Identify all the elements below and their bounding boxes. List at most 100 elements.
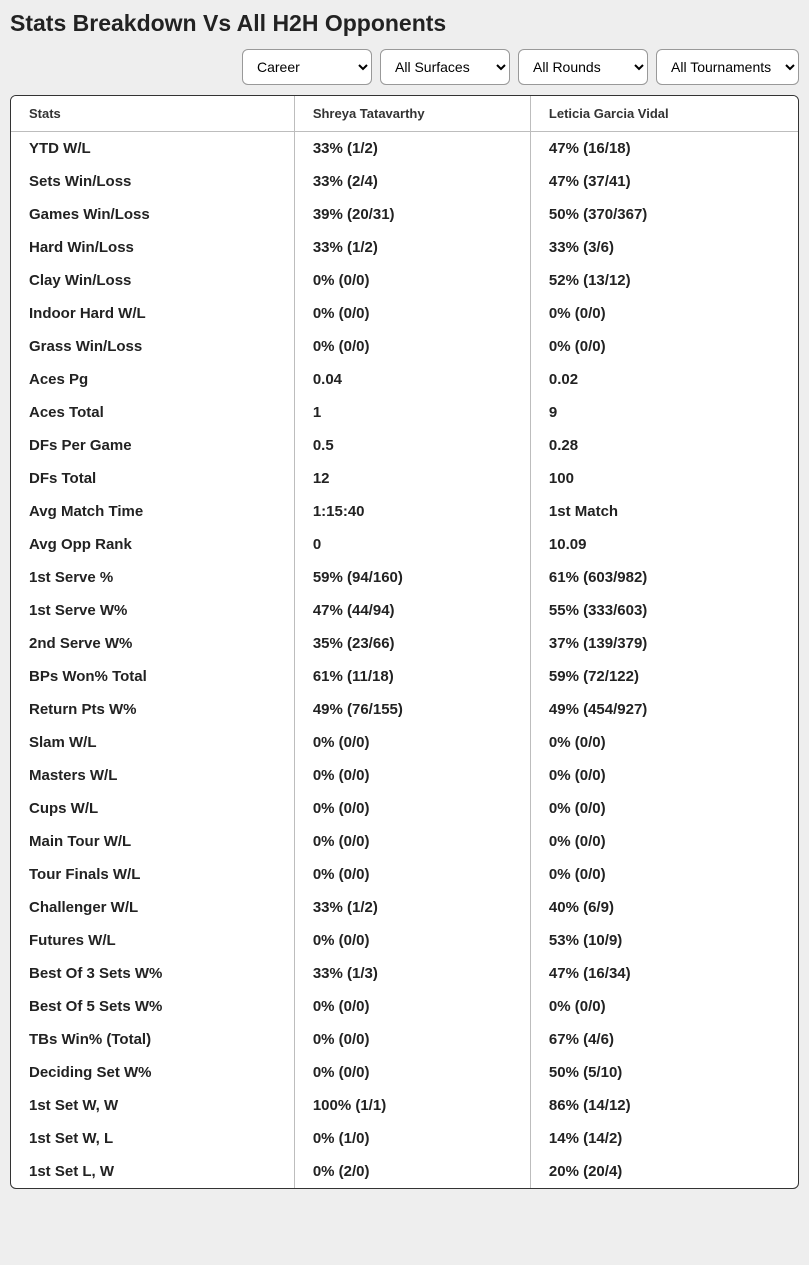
- tournament-select[interactable]: All Tournaments: [656, 49, 799, 85]
- table-row: Cups W/L0% (0/0)0% (0/0): [11, 792, 798, 825]
- stat-label: 1st Set L, W: [11, 1155, 294, 1188]
- table-row: DFs Per Game0.50.28: [11, 429, 798, 462]
- player1-value: 33% (1/2): [294, 132, 530, 166]
- header-row: Stats Shreya Tatavarthy Leticia Garcia V…: [11, 96, 798, 132]
- stat-label: Masters W/L: [11, 759, 294, 792]
- player1-value: 0% (0/0): [294, 726, 530, 759]
- col-header-stats: Stats: [11, 96, 294, 132]
- stat-label: Challenger W/L: [11, 891, 294, 924]
- player1-value: 0% (0/0): [294, 1056, 530, 1089]
- stat-label: Grass Win/Loss: [11, 330, 294, 363]
- stat-label: BPs Won% Total: [11, 660, 294, 693]
- page-title: Stats Breakdown Vs All H2H Opponents: [10, 10, 799, 37]
- player2-value: 0.28: [530, 429, 798, 462]
- stat-label: Avg Opp Rank: [11, 528, 294, 561]
- stat-label: Futures W/L: [11, 924, 294, 957]
- stat-label: Deciding Set W%: [11, 1056, 294, 1089]
- player1-value: 39% (20/31): [294, 198, 530, 231]
- player2-value: 55% (333/603): [530, 594, 798, 627]
- player2-value: 0% (0/0): [530, 858, 798, 891]
- stat-label: YTD W/L: [11, 132, 294, 166]
- player2-value: 0% (0/0): [530, 330, 798, 363]
- table-row: 1st Serve W%47% (44/94)55% (333/603): [11, 594, 798, 627]
- player1-value: 0% (0/0): [294, 1023, 530, 1056]
- stat-label: Aces Total: [11, 396, 294, 429]
- table-row: TBs Win% (Total)0% (0/0)67% (4/6): [11, 1023, 798, 1056]
- stat-label: Slam W/L: [11, 726, 294, 759]
- player1-value: 49% (76/155): [294, 693, 530, 726]
- stat-label: Sets Win/Loss: [11, 165, 294, 198]
- player1-value: 33% (1/3): [294, 957, 530, 990]
- player1-value: 0% (0/0): [294, 825, 530, 858]
- player2-value: 0% (0/0): [530, 825, 798, 858]
- table-row: Slam W/L0% (0/0)0% (0/0): [11, 726, 798, 759]
- player2-value: 20% (20/4): [530, 1155, 798, 1188]
- table-row: Indoor Hard W/L0% (0/0)0% (0/0): [11, 297, 798, 330]
- player2-value: 47% (16/18): [530, 132, 798, 166]
- player2-value: 50% (5/10): [530, 1056, 798, 1089]
- player2-value: 0.02: [530, 363, 798, 396]
- player1-value: 35% (23/66): [294, 627, 530, 660]
- table-row: YTD W/L33% (1/2)47% (16/18): [11, 132, 798, 166]
- player1-value: 0% (0/0): [294, 330, 530, 363]
- player2-value: 10.09: [530, 528, 798, 561]
- player1-value: 0% (0/0): [294, 297, 530, 330]
- round-select[interactable]: All Rounds: [518, 49, 648, 85]
- stat-label: 1st Set W, W: [11, 1089, 294, 1122]
- player2-value: 49% (454/927): [530, 693, 798, 726]
- player1-value: 33% (1/2): [294, 231, 530, 264]
- table-row: Main Tour W/L0% (0/0)0% (0/0): [11, 825, 798, 858]
- stat-label: 1st Set W, L: [11, 1122, 294, 1155]
- table-row: Games Win/Loss39% (20/31)50% (370/367): [11, 198, 798, 231]
- player2-value: 14% (14/2): [530, 1122, 798, 1155]
- timeframe-select[interactable]: Career: [242, 49, 372, 85]
- table-row: Best Of 3 Sets W%33% (1/3)47% (16/34): [11, 957, 798, 990]
- player1-value: 0% (2/0): [294, 1155, 530, 1188]
- player2-value: 40% (6/9): [530, 891, 798, 924]
- player2-value: 86% (14/12): [530, 1089, 798, 1122]
- table-row: Clay Win/Loss0% (0/0)52% (13/12): [11, 264, 798, 297]
- stat-label: DFs Per Game: [11, 429, 294, 462]
- player2-value: 0% (0/0): [530, 759, 798, 792]
- player2-value: 9: [530, 396, 798, 429]
- player2-value: 61% (603/982): [530, 561, 798, 594]
- player2-value: 0% (0/0): [530, 297, 798, 330]
- table-row: 1st Set W, W100% (1/1)86% (14/12): [11, 1089, 798, 1122]
- stat-label: 1st Serve %: [11, 561, 294, 594]
- stat-label: Cups W/L: [11, 792, 294, 825]
- stats-table-container: Stats Shreya Tatavarthy Leticia Garcia V…: [10, 95, 799, 1189]
- player1-value: 0% (1/0): [294, 1122, 530, 1155]
- player2-value: 53% (10/9): [530, 924, 798, 957]
- table-row: Aces Pg0.040.02: [11, 363, 798, 396]
- table-row: Return Pts W%49% (76/155)49% (454/927): [11, 693, 798, 726]
- table-row: Tour Finals W/L0% (0/0)0% (0/0): [11, 858, 798, 891]
- player1-value: 61% (11/18): [294, 660, 530, 693]
- table-row: Avg Opp Rank010.09: [11, 528, 798, 561]
- stat-label: Return Pts W%: [11, 693, 294, 726]
- stat-label: Indoor Hard W/L: [11, 297, 294, 330]
- table-row: 1st Serve %59% (94/160)61% (603/982): [11, 561, 798, 594]
- table-row: Masters W/L0% (0/0)0% (0/0): [11, 759, 798, 792]
- player1-value: 33% (2/4): [294, 165, 530, 198]
- player1-value: 12: [294, 462, 530, 495]
- col-header-player1: Shreya Tatavarthy: [294, 96, 530, 132]
- player1-value: 0% (0/0): [294, 990, 530, 1023]
- player2-value: 0% (0/0): [530, 990, 798, 1023]
- player2-value: 1st Match: [530, 495, 798, 528]
- table-row: BPs Won% Total61% (11/18)59% (72/122): [11, 660, 798, 693]
- player1-value: 0.04: [294, 363, 530, 396]
- player2-value: 47% (37/41): [530, 165, 798, 198]
- player1-value: 1:15:40: [294, 495, 530, 528]
- stat-label: Main Tour W/L: [11, 825, 294, 858]
- player2-value: 0% (0/0): [530, 792, 798, 825]
- player2-value: 47% (16/34): [530, 957, 798, 990]
- player1-value: 0% (0/0): [294, 858, 530, 891]
- stat-label: Best Of 5 Sets W%: [11, 990, 294, 1023]
- player1-value: 0.5: [294, 429, 530, 462]
- surface-select[interactable]: All Surfaces: [380, 49, 510, 85]
- table-row: Grass Win/Loss0% (0/0)0% (0/0): [11, 330, 798, 363]
- player2-value: 67% (4/6): [530, 1023, 798, 1056]
- stat-label: 1st Serve W%: [11, 594, 294, 627]
- player1-value: 0% (0/0): [294, 264, 530, 297]
- player1-value: 1: [294, 396, 530, 429]
